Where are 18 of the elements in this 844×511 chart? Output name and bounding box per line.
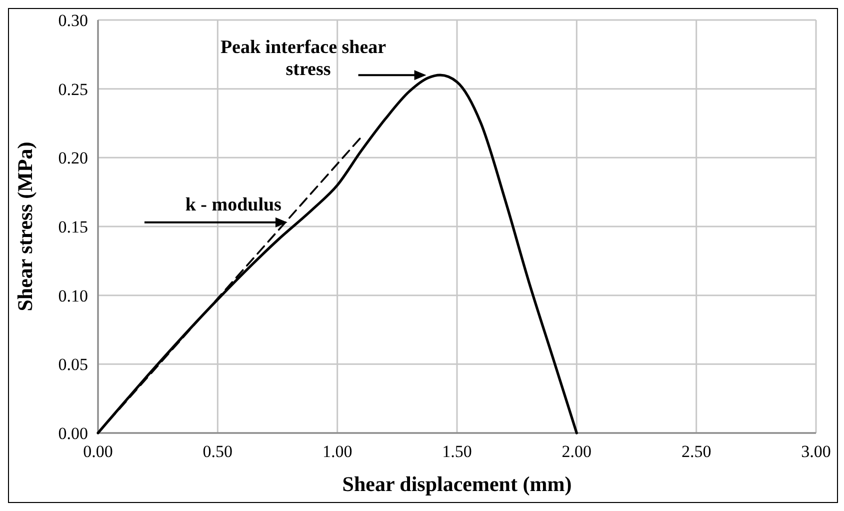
y-tick-label: 0.15 — [58, 218, 88, 236]
y-tick-label: 0.20 — [58, 148, 88, 168]
y-tick-label: 0.25 — [58, 80, 88, 99]
x-tick-label: 3.00 — [801, 442, 831, 461]
y-axis-title: Shear stress (MPa) — [13, 142, 37, 312]
y-tick-label: 0.10 — [58, 286, 88, 306]
annotation: k - modulus — [185, 194, 282, 216]
x-tick-label: 1.50 — [442, 442, 472, 461]
x-tick-label: 2.00 — [562, 442, 592, 461]
y-tick-label: 0.05 — [58, 355, 88, 374]
y-tick-label: 0.00 — [58, 424, 88, 443]
x-tick-label: 0.00 — [83, 442, 113, 461]
x-axis-title: Shear displacement (mm) — [342, 472, 572, 496]
annotation: Peak interface shear stress — [220, 37, 387, 80]
x-tick-label: 2.50 — [681, 442, 712, 461]
y-tick-label: 0.30 — [58, 11, 88, 30]
x-tick-label: 0.50 — [202, 442, 233, 461]
x-tick-label: 1.00 — [322, 442, 352, 461]
